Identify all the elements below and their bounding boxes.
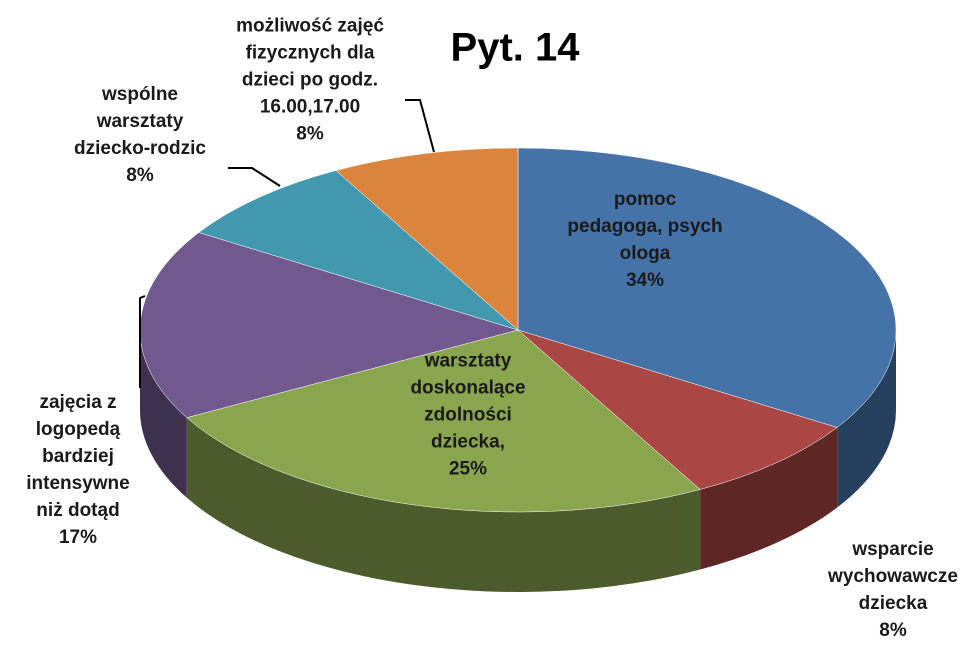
slice-label: pomoc pedagoga, psych ologa 34% — [567, 186, 722, 294]
leader-line — [405, 99, 435, 153]
slice — [335, 147, 519, 331]
category-label: wspólne warsztaty dziecko-rodzic — [74, 84, 206, 159]
leader-line — [139, 295, 146, 388]
slice-label: możliwość zajęć fizycznych dla dzieci po… — [236, 13, 384, 148]
category-label: wsparcie wychowawcze dziecka — [828, 539, 958, 614]
slice-label: warsztaty doskonalące zdolności dziecka,… — [410, 348, 525, 483]
slice-label: zajęcia z logopedą bardziej intensywne n… — [26, 389, 129, 551]
category-label: zajęcia z logopedą bardziej intensywne n… — [26, 392, 130, 521]
slice-side — [837, 330, 896, 508]
slice — [186, 329, 701, 513]
slice — [198, 170, 519, 331]
value-label: 25% — [448, 458, 488, 480]
slice-label: wsparcie wychowawcze dziecka 8% — [828, 536, 958, 644]
chart-title: Pyt. 14 — [450, 25, 580, 70]
slice-label: wspólne warsztaty dziecko-rodzic 8% — [74, 81, 206, 189]
category-label: warsztaty doskonalące zdolności dziecka, — [410, 350, 526, 453]
value-label: 8% — [296, 123, 324, 145]
slice — [517, 329, 838, 490]
slice-side — [140, 330, 187, 498]
slice-side — [700, 427, 838, 570]
value-label: 34% — [625, 270, 665, 291]
value-label: 17% — [58, 527, 98, 548]
value-label: 8% — [126, 165, 154, 186]
leader-line — [228, 167, 281, 187]
slice — [517, 147, 897, 428]
slice-side — [186, 417, 701, 592]
value-label: 8% — [879, 620, 907, 641]
category-label: możliwość zajęć fizycznych dla dzieci po… — [236, 15, 384, 118]
category-label: pomoc pedagoga, psych ologa — [567, 189, 723, 264]
